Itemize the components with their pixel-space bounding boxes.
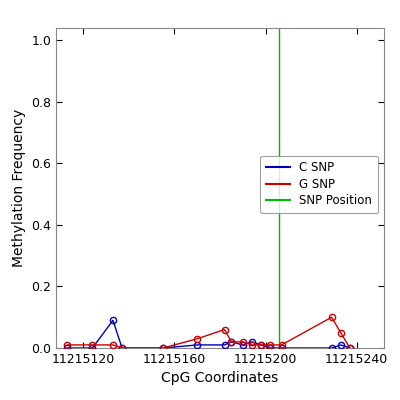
X-axis label: CpG Coordinates: CpG Coordinates [161,372,279,386]
Legend: C SNP, G SNP, SNP Position: C SNP, G SNP, SNP Position [260,156,378,213]
Y-axis label: Methylation Frequency: Methylation Frequency [12,109,26,267]
